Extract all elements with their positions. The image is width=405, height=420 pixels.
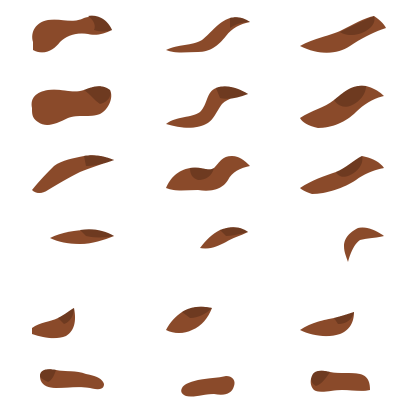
sprite-frame-r1-c3 xyxy=(300,16,386,53)
sprite-frame-r3-c2 xyxy=(166,156,250,191)
sprite-frame-r6-c2 xyxy=(181,376,235,397)
sprite-frame-r4-c3 xyxy=(344,227,384,262)
sprite-frame-r6-c1 xyxy=(40,369,104,390)
sprite-frame-r3-c3 xyxy=(300,156,384,194)
sprite-frame-r2-c1 xyxy=(31,86,112,125)
sprite-frame-r4-c1 xyxy=(50,229,114,244)
sprite-frame-r5-c2 xyxy=(166,306,212,333)
sprite-frame-r5-c3 xyxy=(300,312,354,337)
sprite-frame-r1-c1 xyxy=(32,15,112,53)
sprite-frame-r5-c1 xyxy=(32,308,76,339)
sprite-frame-r2-c2 xyxy=(166,86,248,128)
sprite-frame-r4-c2 xyxy=(200,227,248,249)
sprite-frame-r2-c3 xyxy=(300,85,384,128)
sprite-frame-r6-c3 xyxy=(310,370,370,392)
sprite-frame-r3-c1 xyxy=(32,155,114,193)
sprite-frame-r1-c2 xyxy=(166,17,250,53)
